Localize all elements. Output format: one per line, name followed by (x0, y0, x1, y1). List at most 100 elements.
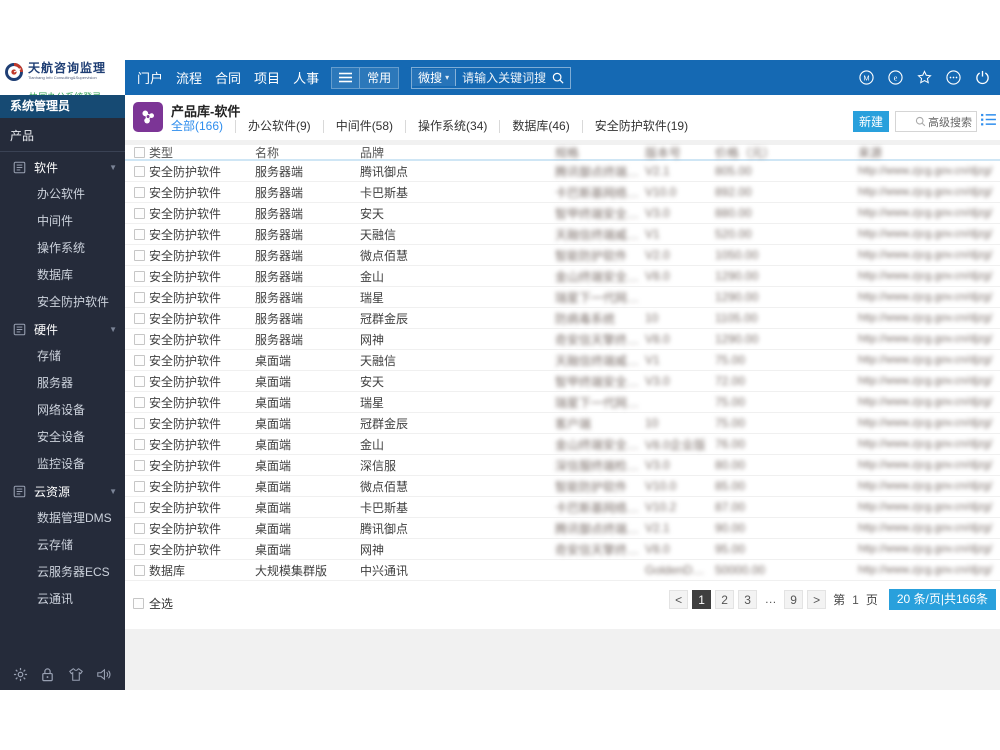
tab-all[interactable]: 全部(166) (171, 120, 237, 133)
sidebar-item-security-device[interactable]: 安全设备 (37, 430, 86, 444)
settings-gear-icon[interactable] (13, 667, 28, 682)
table-row[interactable]: 安全防护软件 桌面端 天融信 天融信终端威胁防御系统 V1 75.00 http… (125, 350, 1000, 371)
table-row[interactable]: 安全防护软件 服务器端 网神 奇安信天擎终端安全管理系统（服务器） V8.0 1… (125, 329, 1000, 350)
table-row[interactable]: 安全防护软件 桌面端 金山 金山终端安全系统windows客户端 V8.0企业版… (125, 434, 1000, 455)
sidebar-item-os[interactable]: 操作系统 (37, 241, 86, 255)
table-row[interactable]: 安全防护软件 服务器端 金山 金山终端安全系统V8杀毒组件Windows服务器 … (125, 266, 1000, 287)
table-row[interactable]: 安全防护软件 服务器端 冠群金辰 防病毒系统 10 1105.00 http:/… (125, 308, 1000, 329)
sidebar-item-security-software[interactable]: 安全防护软件 (37, 295, 110, 309)
sidebar-item-middleware[interactable]: 中间件 (37, 214, 74, 228)
e-service-icon[interactable]: e (888, 70, 903, 85)
page-size-summary[interactable]: 20 条/页|共166条 (888, 589, 996, 610)
list-view-toggle-icon[interactable] (981, 113, 996, 131)
row-checkbox[interactable] (134, 564, 145, 576)
row-checkbox[interactable] (134, 480, 145, 492)
header-type[interactable]: 类型 (149, 145, 174, 160)
table-row[interactable]: 安全防护软件 服务器端 天融信 天融信终端威胁防御系统 V1 520.00 ht… (125, 224, 1000, 245)
tab-os[interactable]: 操作系统(34) (406, 120, 501, 133)
lock-icon[interactable] (40, 667, 55, 682)
row-checkbox[interactable] (134, 165, 145, 177)
header-version[interactable]: 版本号 (645, 145, 682, 160)
favorites-star-icon[interactable] (917, 70, 932, 85)
product-search-input[interactable] (896, 115, 913, 128)
header-name[interactable]: 名称 (255, 145, 280, 160)
table-row[interactable]: 安全防护软件 服务器端 微点佰慧 智能防护软件 V2.0 1050.00 htt… (125, 245, 1000, 266)
row-checkbox[interactable] (134, 207, 145, 219)
row-checkbox[interactable] (134, 396, 145, 408)
row-checkbox[interactable] (134, 249, 145, 261)
more-options-icon[interactable] (946, 70, 961, 85)
sidebar-item-dms[interactable]: 数据管理DMS (37, 511, 112, 525)
table-row[interactable]: 安全防护软件 服务器端 卡巴斯基 卡巴斯基网络安全解决方案10中小企业版 V10… (125, 182, 1000, 203)
row-checkbox[interactable] (134, 354, 145, 366)
hamburger-menu-icon[interactable] (332, 67, 360, 88)
search-mode-dropdown[interactable]: 微搜 ▾ (412, 69, 457, 86)
table-row[interactable]: 安全防护软件 桌面端 卡巴斯基 卡巴斯基网络安全解决方案10（标准版）- 400… (125, 497, 1000, 518)
sidebar-category-product[interactable]: 产品 (10, 129, 35, 143)
tab-middleware[interactable]: 中间件(58) (324, 120, 407, 133)
search-icon[interactable] (552, 72, 570, 84)
table-row[interactable]: 安全防护软件 服务器端 腾讯御点 腾讯御点终端安全管理系统（Windows版） … (125, 161, 1000, 182)
row-checkbox[interactable] (134, 375, 145, 387)
sidebar-item-monitor-device[interactable]: 监控设备 (37, 457, 86, 471)
tab-office-software[interactable]: 办公软件(9) (236, 120, 324, 133)
table-row[interactable]: 安全防护软件 桌面端 冠群金辰 客户端 10 75.00 http://www.… (125, 413, 1000, 434)
table-row[interactable]: 数据库 大规模集群版 中兴通讯 GoldenData s… 50000.00 h… (125, 560, 1000, 581)
sidebar-item-cloud-comm[interactable]: 云通讯 (37, 592, 74, 606)
row-checkbox[interactable] (134, 270, 145, 282)
row-checkbox[interactable] (134, 459, 145, 471)
table-row[interactable]: 安全防护软件 桌面端 深信服 深信服终端检测响应平台EDR V3.0 80.00… (125, 455, 1000, 476)
sidebar-section-software[interactable]: 软件 ▼ (0, 154, 125, 181)
sidebar-item-network-device[interactable]: 网络设备 (37, 403, 86, 417)
row-checkbox[interactable] (134, 291, 145, 303)
sidebar-item-office-software[interactable]: 办公软件 (37, 187, 86, 201)
table-row[interactable]: 安全防护软件 桌面端 网神 奇安信天擎终端安全管理系统（桌面端） V8.0 95… (125, 539, 1000, 560)
table-row[interactable]: 安全防护软件 桌面端 腾讯御点 腾讯御点终端安全管理系统（windows版）V2… (125, 518, 1000, 539)
header-spec[interactable]: 规格 (555, 145, 580, 160)
sidebar-section-hardware[interactable]: 硬件 ▼ (0, 316, 125, 343)
power-logout-icon[interactable] (975, 70, 990, 85)
sidebar-item-storage[interactable]: 存储 (37, 349, 62, 363)
nav-process[interactable]: 流程 (176, 71, 203, 86)
page-2-button[interactable]: 2 (715, 590, 735, 609)
header-brand[interactable]: 品牌 (360, 145, 385, 160)
nav-portal[interactable]: 门户 (137, 71, 164, 86)
advanced-search-button[interactable]: 高级搜索 (913, 114, 976, 130)
new-button[interactable]: 新建 (853, 111, 889, 132)
sidebar-section-cloud[interactable]: 云资源 ▼ (0, 478, 125, 505)
row-checkbox[interactable] (134, 522, 145, 534)
page-next-button[interactable]: > (807, 590, 827, 609)
global-search-input[interactable]: 请输入关键词搜 (462, 71, 547, 85)
select-all-header-checkbox[interactable] (134, 146, 145, 158)
sidebar-item-ecs[interactable]: 云服务器ECS (37, 565, 110, 579)
tab-database[interactable]: 数据库(46) (500, 120, 583, 133)
sidebar-item-database[interactable]: 数据库 (37, 268, 74, 282)
row-checkbox[interactable] (134, 333, 145, 345)
row-checkbox[interactable] (134, 186, 145, 198)
nav-contract[interactable]: 合同 (215, 71, 242, 86)
table-row[interactable]: 安全防护软件 桌面端 安天 智甲终端安全防御系统（SP）- 升级服务 V3.0 … (125, 371, 1000, 392)
row-checkbox[interactable] (134, 417, 145, 429)
nav-project[interactable]: 项目 (254, 71, 281, 86)
table-row[interactable]: 安全防护软件 服务器端 安天 智甲终端安全防御系统（SP）- 升级服务 V3.0… (125, 203, 1000, 224)
speaker-volume-icon[interactable] (96, 667, 112, 682)
row-checkbox[interactable] (134, 501, 145, 513)
table-row[interactable]: 安全防护软件 服务器端 瑞星 瑞星下一代网络版杀毒软件Windows版 升级 1… (125, 287, 1000, 308)
row-checkbox[interactable] (134, 438, 145, 450)
page-9-button[interactable]: 9 (784, 590, 804, 609)
nav-hr[interactable]: 人事 (293, 71, 320, 86)
page-prev-button[interactable]: < (669, 590, 689, 609)
nav-frequently-used[interactable]: 常用 (359, 67, 399, 88)
sidebar-item-cloud-storage[interactable]: 云存储 (37, 538, 74, 552)
table-row[interactable]: 安全防护软件 桌面端 微点佰慧 智能防护软件 V10.0 85.00 http:… (125, 476, 1000, 497)
page-3-button[interactable]: 3 (738, 590, 758, 609)
select-all-checkbox[interactable] (133, 598, 144, 609)
header-price[interactable]: 价格（元） (715, 145, 776, 160)
tab-security-software[interactable]: 安全防护软件(19) (594, 119, 689, 133)
message-m-icon[interactable]: M (859, 70, 874, 85)
row-checkbox[interactable] (134, 312, 145, 324)
sidebar-item-server[interactable]: 服务器 (37, 376, 74, 390)
row-checkbox[interactable] (134, 228, 145, 240)
page-1-button[interactable]: 1 (692, 590, 712, 609)
table-row[interactable]: 安全防护软件 桌面端 瑞星 瑞星下一代网络版杀毒软件Windows版 升级 75… (125, 392, 1000, 413)
